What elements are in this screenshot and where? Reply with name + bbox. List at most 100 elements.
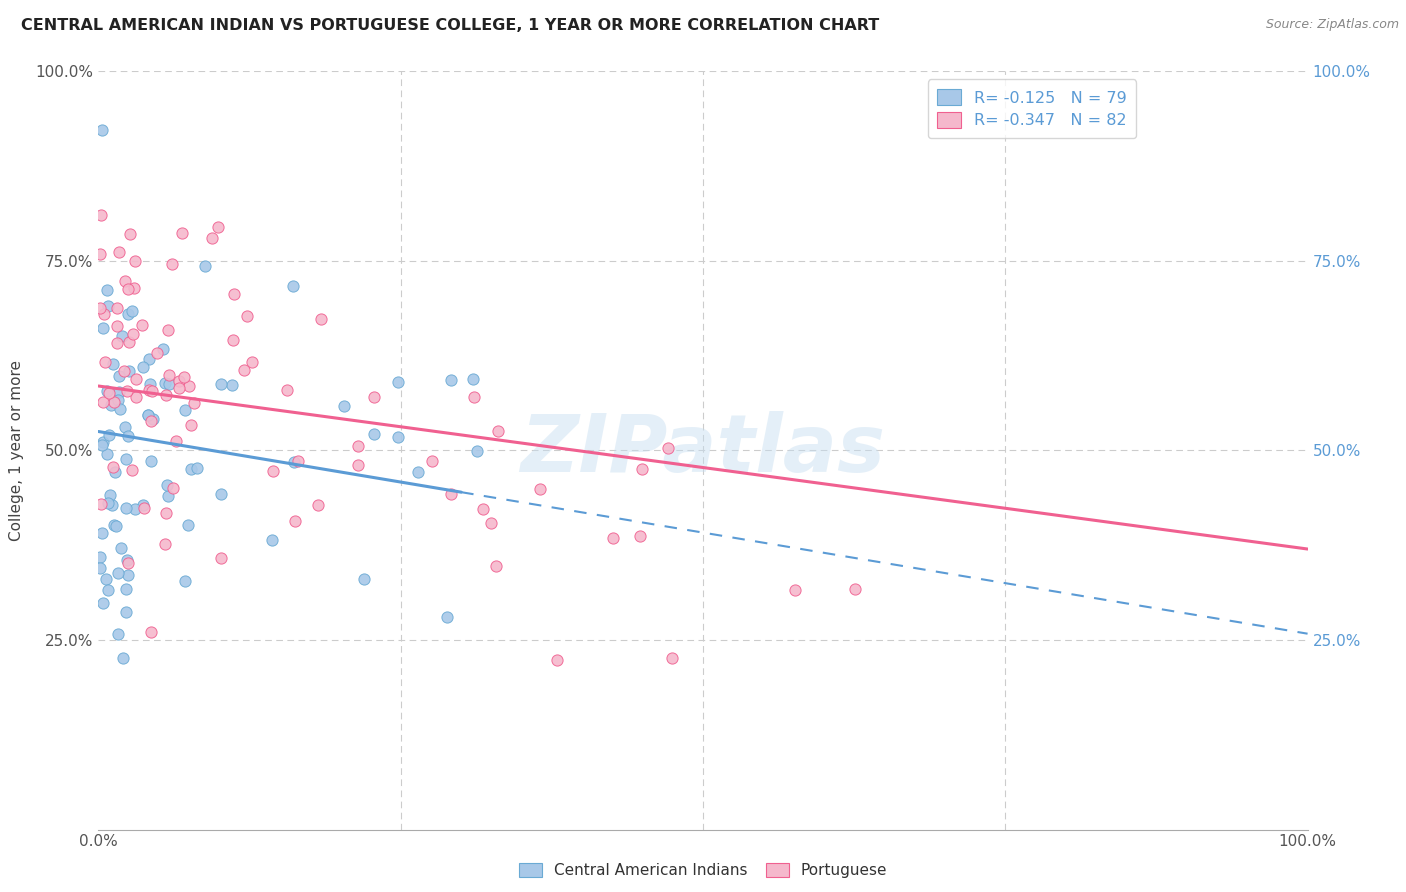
Point xyxy=(165,434,187,448)
Point xyxy=(101,460,124,475)
Point xyxy=(157,376,180,391)
Point xyxy=(333,399,356,413)
Point xyxy=(117,307,139,321)
Point xyxy=(307,498,329,512)
Point xyxy=(179,378,201,392)
Point xyxy=(194,260,217,274)
Point xyxy=(283,454,305,468)
Point xyxy=(156,489,179,503)
Point xyxy=(105,318,128,333)
Point xyxy=(103,394,125,409)
Point xyxy=(436,609,458,624)
Point xyxy=(236,309,259,323)
Point xyxy=(479,516,502,531)
Point xyxy=(153,376,176,391)
Point xyxy=(145,345,167,359)
Point xyxy=(97,428,120,442)
Point xyxy=(224,287,246,301)
Point xyxy=(180,461,202,475)
Point xyxy=(186,461,208,475)
Point xyxy=(155,537,177,551)
Point xyxy=(124,254,146,268)
Point xyxy=(628,529,651,543)
Point xyxy=(107,385,129,400)
Legend: Central American Indians, Portuguese: Central American Indians, Portuguese xyxy=(513,856,893,884)
Point xyxy=(387,375,409,389)
Point xyxy=(844,582,866,596)
Point xyxy=(287,454,309,468)
Point xyxy=(121,463,143,477)
Point xyxy=(89,549,111,564)
Point xyxy=(125,390,148,404)
Point xyxy=(132,500,155,515)
Point xyxy=(420,454,443,468)
Point xyxy=(167,381,190,395)
Point xyxy=(105,301,128,315)
Point xyxy=(783,583,806,598)
Point xyxy=(108,244,131,259)
Point xyxy=(97,582,120,597)
Point xyxy=(98,488,121,502)
Point xyxy=(117,364,139,378)
Point xyxy=(170,227,193,241)
Point xyxy=(406,465,429,479)
Legend: R= -0.125   N = 79, R= -0.347   N = 82: R= -0.125 N = 79, R= -0.347 N = 82 xyxy=(928,79,1136,138)
Point xyxy=(155,506,177,520)
Point xyxy=(155,387,177,401)
Point xyxy=(112,651,135,665)
Point xyxy=(101,498,124,512)
Point xyxy=(138,408,160,422)
Point xyxy=(124,280,146,294)
Text: ZIPatlas: ZIPatlas xyxy=(520,411,886,490)
Point xyxy=(115,452,138,467)
Point xyxy=(107,626,129,640)
Point xyxy=(546,653,568,667)
Point xyxy=(353,572,375,586)
Point xyxy=(461,372,484,386)
Point xyxy=(101,358,124,372)
Point xyxy=(96,384,118,399)
Point xyxy=(110,541,132,555)
Point xyxy=(96,283,118,297)
Point xyxy=(117,282,139,296)
Point xyxy=(107,369,129,384)
Point xyxy=(138,351,160,366)
Point xyxy=(97,299,120,313)
Point xyxy=(440,373,463,387)
Point xyxy=(124,502,146,516)
Point xyxy=(139,454,162,468)
Point xyxy=(529,482,551,496)
Point xyxy=(156,477,179,491)
Point xyxy=(118,227,141,241)
Point xyxy=(173,574,195,588)
Point xyxy=(488,424,510,438)
Point xyxy=(90,209,112,223)
Point xyxy=(162,257,184,271)
Point xyxy=(309,312,332,326)
Point xyxy=(201,231,224,245)
Point xyxy=(363,390,385,404)
Point xyxy=(142,412,165,426)
Point xyxy=(471,501,494,516)
Point xyxy=(157,323,180,337)
Point xyxy=(91,123,114,137)
Point xyxy=(183,395,205,409)
Point xyxy=(94,354,117,368)
Point xyxy=(98,386,121,401)
Point xyxy=(91,320,114,334)
Point xyxy=(240,354,263,368)
Point xyxy=(485,559,508,574)
Point xyxy=(114,501,136,516)
Point xyxy=(125,372,148,386)
Point xyxy=(138,376,160,391)
Point xyxy=(90,438,112,452)
Point xyxy=(117,556,139,570)
Point xyxy=(209,551,232,566)
Point xyxy=(661,651,683,665)
Point xyxy=(111,329,134,343)
Point xyxy=(89,247,111,261)
Point xyxy=(117,568,139,582)
Point xyxy=(121,303,143,318)
Point xyxy=(97,496,120,510)
Point xyxy=(114,419,136,434)
